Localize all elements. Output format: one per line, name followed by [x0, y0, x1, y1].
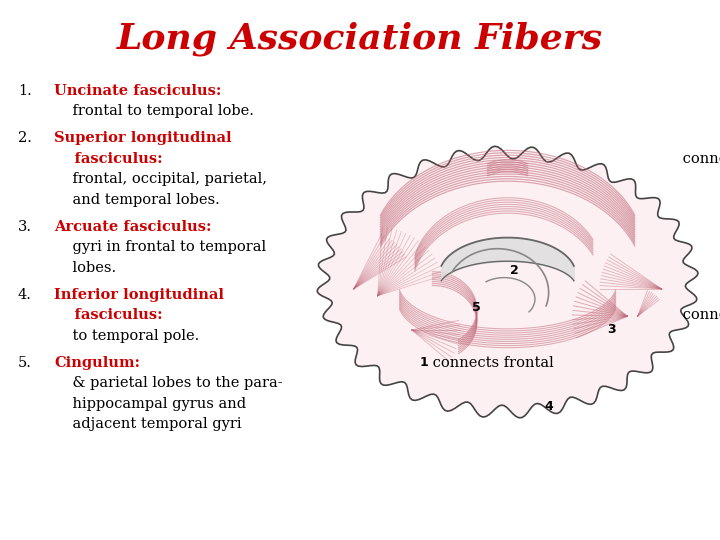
Text: 3.: 3. — [18, 220, 32, 234]
Text: 1: 1 — [420, 356, 428, 369]
Text: 2.: 2. — [18, 131, 32, 145]
Text: connects the: connects the — [678, 152, 720, 166]
Polygon shape — [318, 146, 698, 418]
Text: hippocampal gyrus and: hippocampal gyrus and — [54, 397, 246, 411]
Text: frontal to temporal lobe.: frontal to temporal lobe. — [54, 104, 254, 118]
Text: Uncinate fasciculus:: Uncinate fasciculus: — [54, 84, 221, 98]
Text: 3: 3 — [608, 323, 616, 336]
Text: 4: 4 — [544, 400, 553, 414]
Text: Inferior longitudinal: Inferior longitudinal — [54, 288, 224, 302]
Text: adjacent temporal gyri: adjacent temporal gyri — [54, 417, 242, 431]
Text: fasciculus:: fasciculus: — [54, 152, 163, 166]
Text: 1.: 1. — [18, 84, 32, 98]
Text: and temporal lobes.: and temporal lobes. — [54, 193, 220, 207]
Text: 4.: 4. — [18, 288, 32, 302]
Text: Long Association Fibers: Long Association Fibers — [117, 22, 603, 56]
Text: fasciculus:: fasciculus: — [54, 308, 163, 322]
Text: Arcuate fasciculus:: Arcuate fasciculus: — [54, 220, 212, 234]
Text: 2: 2 — [510, 264, 519, 276]
Text: frontal, occipital, parietal,: frontal, occipital, parietal, — [54, 172, 267, 186]
Text: gyri in frontal to temporal: gyri in frontal to temporal — [54, 240, 266, 254]
Text: & parietal lobes to the para-: & parietal lobes to the para- — [54, 376, 283, 390]
Text: Cingulum:: Cingulum: — [54, 356, 140, 370]
Text: 5.: 5. — [18, 356, 32, 370]
Text: 5: 5 — [472, 301, 481, 314]
Text: connects occipital: connects occipital — [678, 308, 720, 322]
Text: Superior longitudinal: Superior longitudinal — [54, 131, 232, 145]
Text: to temporal pole.: to temporal pole. — [54, 329, 199, 343]
Text: lobes.: lobes. — [54, 261, 116, 275]
Text: connects frontal: connects frontal — [428, 356, 554, 370]
